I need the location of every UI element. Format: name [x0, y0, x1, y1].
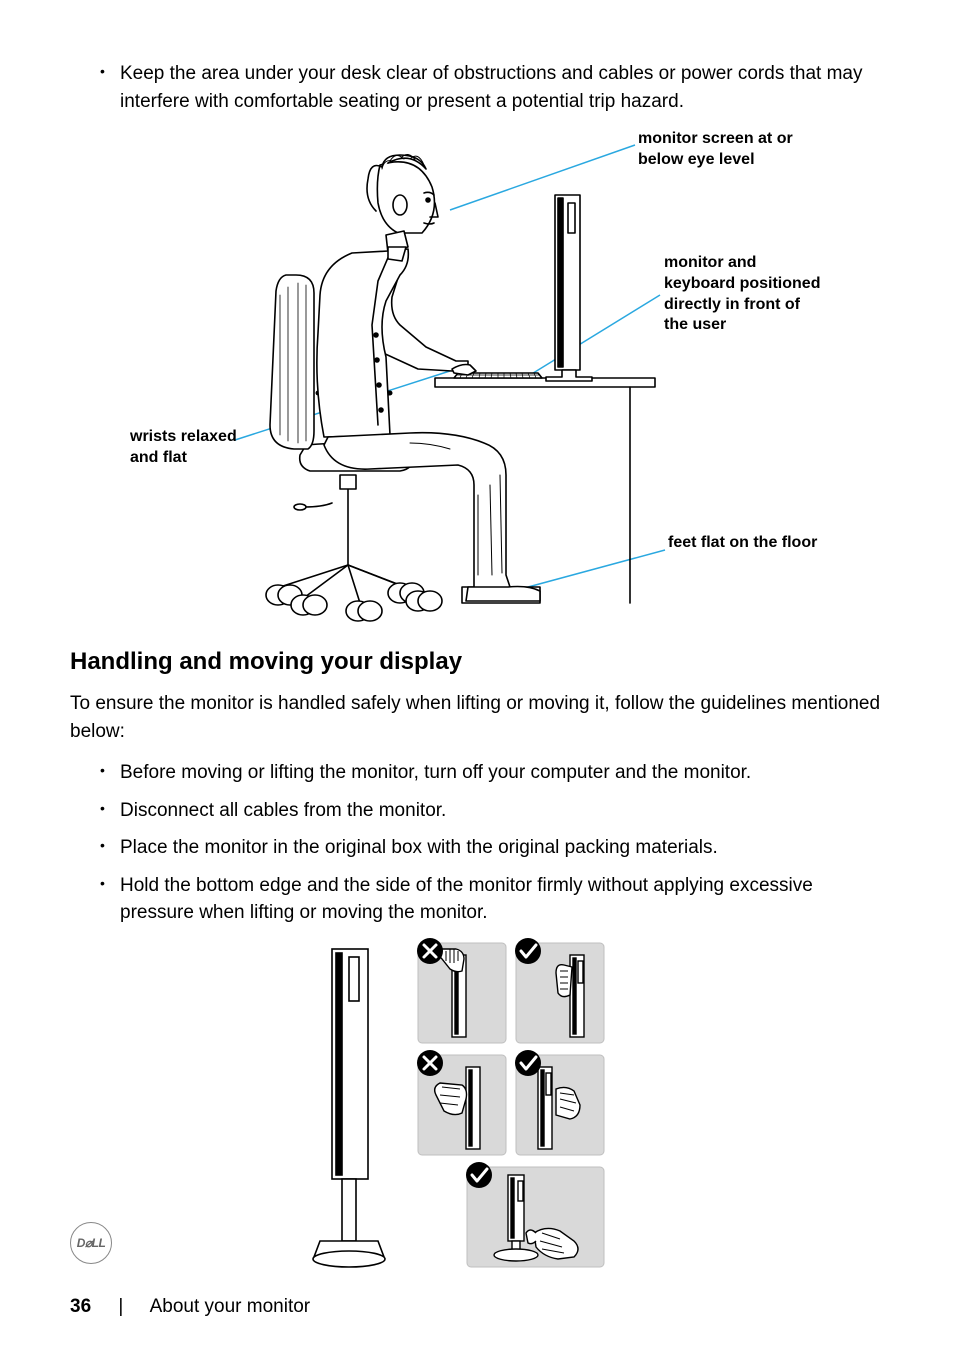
- top-bullet-text: Keep the area under your desk clear of o…: [120, 60, 884, 115]
- bullet-text: Before moving or lifting the monitor, tu…: [120, 759, 751, 787]
- ergonomics-figure: wrists relaxed and flat monitor screen a…: [70, 125, 884, 630]
- callout-eye-level: monitor screen at or below eye level: [638, 129, 818, 171]
- footer-separator: |: [118, 1296, 123, 1317]
- intro-paragraph: To ensure the monitor is handled safely …: [70, 690, 884, 745]
- list-item: • Hold the bottom edge and the side of t…: [100, 872, 884, 927]
- dell-logo-icon: D⌀LL: [70, 1222, 112, 1264]
- callout-feet: feet flat on the floor: [668, 533, 818, 554]
- bullet-dot: •: [100, 834, 120, 862]
- page-number: 36: [70, 1296, 91, 1317]
- bullet-dot: •: [100, 797, 120, 825]
- list-item: • Disconnect all cables from the monitor…: [100, 797, 884, 825]
- bullet-dot: •: [100, 872, 120, 927]
- callout-wrists: wrists relaxed and flat: [130, 427, 250, 469]
- list-item: • Place the monitor in the original box …: [100, 834, 884, 862]
- ergonomics-svg: [70, 125, 884, 630]
- section-heading: Handling and moving your display: [70, 648, 884, 676]
- bullet-dot: •: [100, 759, 120, 787]
- footer-section: About your monitor: [150, 1296, 311, 1317]
- bullet-dot: •: [100, 60, 120, 115]
- bullet-list: • Before moving or lifting the monitor, …: [100, 759, 884, 927]
- bullet-text: Hold the bottom edge and the side of the…: [120, 872, 884, 927]
- bullet-text: Disconnect all cables from the monitor.: [120, 797, 446, 825]
- handling-figure: [312, 937, 642, 1277]
- bullet-text: Place the monitor in the original box wi…: [120, 834, 718, 862]
- callout-monitor-keyboard: monitor and keyboard positioned directly…: [664, 253, 824, 336]
- top-bullet-item: • Keep the area under your desk clear of…: [100, 60, 884, 115]
- brand-text: D⌀LL: [77, 1236, 106, 1250]
- page-footer: 36 | About your monitor: [70, 1296, 310, 1318]
- list-item: • Before moving or lifting the monitor, …: [100, 759, 884, 787]
